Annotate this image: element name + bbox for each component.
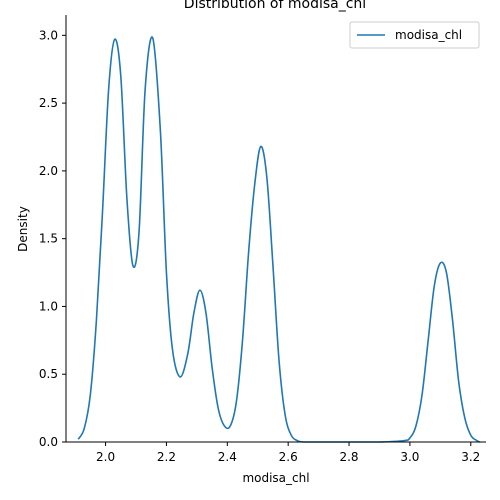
y-tick-label: 3.0	[39, 28, 58, 42]
y-tick-label: 0.5	[39, 367, 58, 381]
y-tick-label: 2.5	[39, 96, 58, 110]
y-axis-label: Density	[16, 206, 30, 252]
legend: modisa_chl	[349, 21, 480, 49]
x-tick-label: 2.8	[339, 450, 358, 464]
y-tick-label: 1.5	[39, 232, 58, 246]
y-tick-label: 2.0	[39, 164, 58, 178]
y-tick-label: 1.0	[39, 299, 58, 313]
chart-title: Distribution of modisa_chl	[184, 0, 366, 12]
series-line-modisa_chl	[77, 36, 481, 443]
x-axis-ticks: 2.0 2.2 2.4 2.6 2.8 3.0 3.2	[96, 442, 480, 464]
legend-label: modisa_chl	[395, 28, 462, 42]
legend-frame	[349, 21, 480, 49]
x-tick-label: 2.0	[96, 450, 115, 464]
x-tick-label: 3.0	[400, 450, 419, 464]
x-tick-label: 2.4	[218, 450, 237, 464]
x-tick-label: 2.6	[279, 450, 298, 464]
x-tick-label: 3.2	[461, 450, 480, 464]
x-tick-label: 2.2	[157, 450, 176, 464]
x-axis-label: modisa_chl	[242, 471, 309, 485]
y-tick-label: 0.0	[39, 435, 58, 449]
y-axis-ticks: 0.0 0.5 1.0 1.5 2.0 2.5 3.0	[39, 28, 66, 449]
